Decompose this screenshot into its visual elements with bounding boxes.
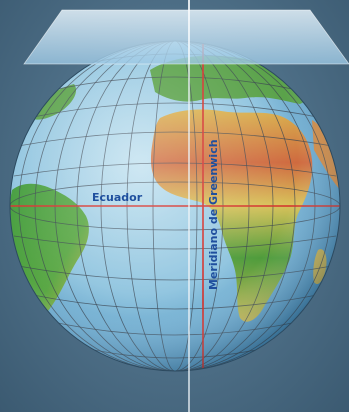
greenwich-meridian-label: Meridiano de Greenwich <box>207 139 220 290</box>
equator-label: Ecuador <box>92 191 143 204</box>
globe-shading <box>10 41 340 371</box>
tangent-plane <box>23 9 349 65</box>
